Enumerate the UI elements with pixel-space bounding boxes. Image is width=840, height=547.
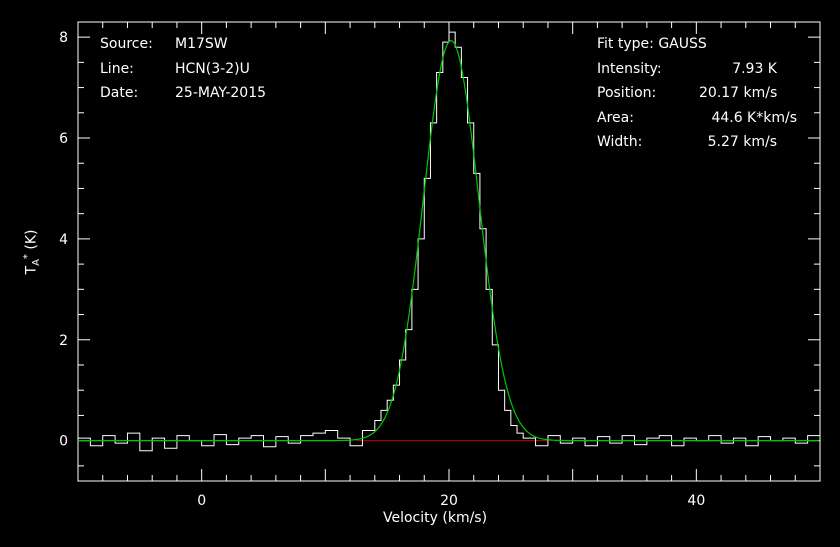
intensity-label: Intensity: — [597, 60, 662, 77]
axis-ticks — [77, 22, 821, 481]
date-label: Date: — [100, 85, 139, 101]
position-row: Position: 20.17 km/s — [597, 85, 797, 110]
y-axis-label-sub: A — [31, 259, 43, 266]
position-value: 20.17 km/s — [699, 85, 778, 101]
position-label: Position: — [597, 85, 657, 101]
source-row: Source: M17SW — [100, 36, 266, 61]
intensity-row: Intensity: 7.93 K — [597, 61, 797, 86]
date-value: 25-MAY-2015 — [175, 85, 267, 101]
y-axis-label-unit: (K) — [23, 229, 40, 255]
line-row: Line: HCN(3-2)U — [100, 61, 266, 86]
fit-results: Fit type: GAUSS Intensity: 7.93 K Positi… — [597, 36, 797, 159]
y-tick-label: 6 — [59, 131, 68, 147]
x-tick-label: 40 — [687, 493, 705, 509]
width-label: Width: — [597, 134, 643, 150]
width-row: Width: 5.27 km/s — [597, 134, 797, 159]
line-label: Line: — [100, 60, 134, 77]
source-value: M17SW — [175, 36, 228, 52]
y-tick-label: 2 — [59, 333, 68, 349]
y-axis-label-main: T — [23, 265, 40, 275]
intensity-value: 7.93 K — [732, 60, 777, 77]
spectrum-histogram — [78, 31, 821, 452]
x-axis-title: Velocity (km/s) — [383, 510, 487, 526]
axis-tick-labels: 0 20 40 0 2 4 6 8 — [59, 30, 705, 509]
date-row: Date: 25-MAY-2015 — [100, 85, 266, 110]
y-tick-label: 0 — [59, 434, 68, 450]
area-value: 44.6 K*km/s — [711, 109, 797, 126]
y-axis-label-sup: * — [21, 254, 33, 260]
x-tick-label: 20 — [440, 493, 458, 509]
y-tick-label: 8 — [59, 30, 68, 46]
fit-type-value: GAUSS — [658, 36, 707, 52]
fit-type-row: Fit type: GAUSS — [597, 36, 797, 61]
width-value: 5.27 km/s — [707, 134, 777, 150]
x-tick-label: 0 — [197, 493, 206, 509]
line-value: HCN(3-2)U — [175, 60, 250, 77]
fit-type-label: Fit type: — [597, 36, 654, 52]
area-row: Area: 44.6 K*km/s — [597, 110, 797, 135]
observation-header: Source: M17SW Line: HCN(3-2)U Date: 25-M… — [100, 36, 266, 110]
y-axis-title: TA* (K) — [22, 230, 42, 275]
area-label: Area: — [597, 109, 634, 126]
gaussian-fit-curve — [78, 40, 819, 442]
source-label: Source: — [100, 36, 153, 52]
y-tick-label: 4 — [59, 232, 68, 248]
x-axis-label: Velocity (km/s) — [383, 510, 488, 526]
